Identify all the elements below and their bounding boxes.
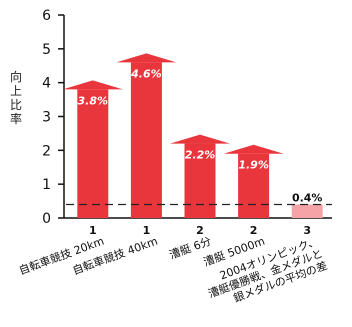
group-label: 1 bbox=[143, 224, 151, 237]
group-label: 2 bbox=[196, 224, 204, 237]
bar bbox=[291, 204, 323, 218]
bar-arrowhead bbox=[170, 134, 230, 144]
bar bbox=[238, 153, 270, 218]
bar bbox=[184, 143, 216, 218]
y-tick-label: 2 bbox=[42, 143, 51, 159]
data-label: 3.8% bbox=[78, 94, 109, 107]
data-label: 2.2% bbox=[185, 149, 216, 162]
data-label: 1.9% bbox=[238, 159, 269, 172]
group-label: 2 bbox=[250, 224, 258, 237]
data-label: 0.4% bbox=[292, 191, 323, 204]
y-tick-label: 3 bbox=[42, 110, 51, 126]
bar-arrowhead bbox=[116, 53, 177, 63]
group-label: 3 bbox=[303, 224, 311, 237]
bar bbox=[130, 62, 162, 218]
y-tick-label: 4 bbox=[42, 76, 51, 92]
y-tick-label: 6 bbox=[42, 8, 51, 24]
bar bbox=[77, 89, 109, 218]
y-tick-label: 1 bbox=[42, 177, 51, 193]
y-tick-label: 0 bbox=[42, 211, 51, 227]
data-label: 4.6% bbox=[130, 67, 162, 80]
y-tick-label: 5 bbox=[42, 42, 51, 58]
bar-arrowhead bbox=[223, 144, 284, 154]
y-axis-label: 向上比率 bbox=[9, 70, 22, 126]
bar-arrowhead bbox=[62, 80, 123, 90]
group-label: 1 bbox=[89, 224, 97, 237]
